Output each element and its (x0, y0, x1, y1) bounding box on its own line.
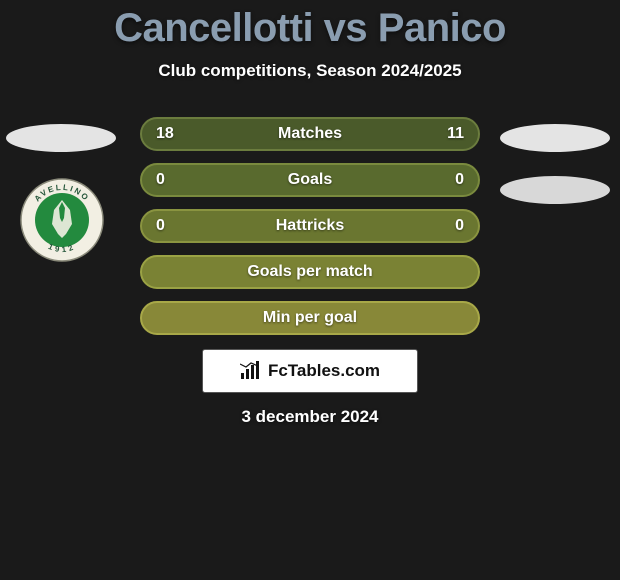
page-subtitle: Club competitions, Season 2024/2025 (158, 61, 461, 81)
stat-row: 0 Goals 0 (140, 163, 480, 197)
stat-label: Min per goal (263, 309, 357, 327)
stat-row: Min per goal (140, 301, 480, 335)
stat-row: Goals per match (140, 255, 480, 289)
stat-right-value: 0 (455, 171, 464, 189)
stat-right-value: 11 (447, 125, 464, 143)
stats-block: 18 Matches 11 0 Goals 0 0 Hattricks 0 Goals per m… (0, 117, 620, 335)
stat-right-value: 0 (455, 217, 464, 235)
stat-left-value: 0 (156, 171, 165, 189)
stat-row: 18 Matches 11 (140, 117, 480, 151)
stat-row: 0 Hattricks 0 (140, 209, 480, 243)
attribution-text: FcTables.com (268, 361, 380, 381)
stat-label: Goals per match (247, 263, 372, 281)
stat-label: Matches (278, 125, 342, 143)
stat-left-value: 18 (156, 125, 174, 143)
stat-left-value: 0 (156, 217, 165, 235)
infographic-root: Cancellotti vs Panico Club competitions,… (0, 0, 620, 580)
page-title: Cancellotti vs Panico (114, 6, 506, 51)
date-line: 3 december 2024 (241, 407, 378, 427)
stat-label: Hattricks (276, 217, 344, 235)
attribution-badge: FcTables.com (202, 349, 418, 393)
stat-label: Goals (288, 171, 332, 189)
bar-chart-icon (240, 361, 262, 381)
